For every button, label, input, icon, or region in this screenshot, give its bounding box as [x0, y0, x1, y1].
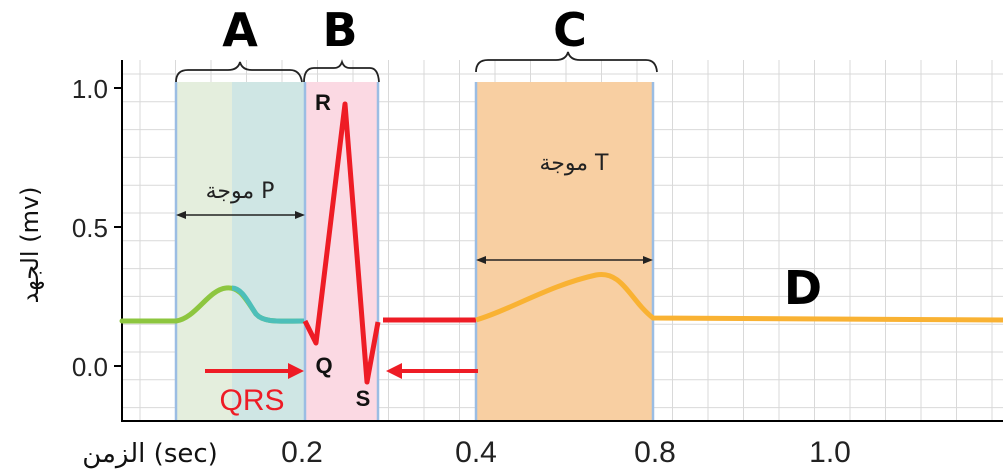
braces	[175, 51, 658, 83]
x-tick-3: 0.8	[634, 436, 676, 469]
qrs-arrows	[205, 363, 478, 379]
segment-label-d: D	[784, 261, 822, 315]
qrs-label: QRS	[219, 384, 284, 417]
x-tick-1: 0.2	[281, 436, 323, 469]
region-borders	[174, 82, 655, 422]
q-label: Q	[315, 353, 332, 378]
p-width-arrow	[176, 211, 305, 219]
qrs-arrow-left-head	[386, 363, 402, 379]
x-tick-4: 1.0	[809, 436, 851, 469]
segment-label-a: A	[222, 3, 258, 57]
segment-label-b: B	[322, 3, 357, 57]
brace-c	[475, 51, 658, 73]
qrs-arrow-right-head	[288, 363, 304, 379]
p-region-green	[176, 82, 232, 422]
y-tick-3: 0.0	[72, 352, 108, 382]
s-label: S	[356, 386, 371, 411]
p-wave-curve	[231, 285, 305, 324]
t-wave-label: موجة T	[540, 151, 610, 176]
y-tick-2: 0.5	[72, 213, 108, 243]
qrs-complex	[302, 101, 381, 385]
t-region	[476, 82, 653, 422]
t-wave-and-baseline	[475, 272, 1003, 323]
p-wave-label: موجة P	[206, 179, 275, 204]
r-label: R	[315, 90, 331, 115]
segment-label-c: C	[553, 3, 587, 57]
x-axis-label: الزمن (sec)	[82, 439, 218, 469]
p-region-teal	[232, 82, 306, 422]
brace-a	[175, 61, 303, 83]
y-axis-label: الجهد (mv)	[16, 186, 44, 303]
y-tick-marks	[114, 87, 122, 367]
y-tick-1: 1.0	[72, 74, 108, 104]
x-tick-2: 0.4	[455, 436, 497, 469]
t-width-arrow	[476, 256, 653, 264]
brace-b	[303, 59, 380, 83]
